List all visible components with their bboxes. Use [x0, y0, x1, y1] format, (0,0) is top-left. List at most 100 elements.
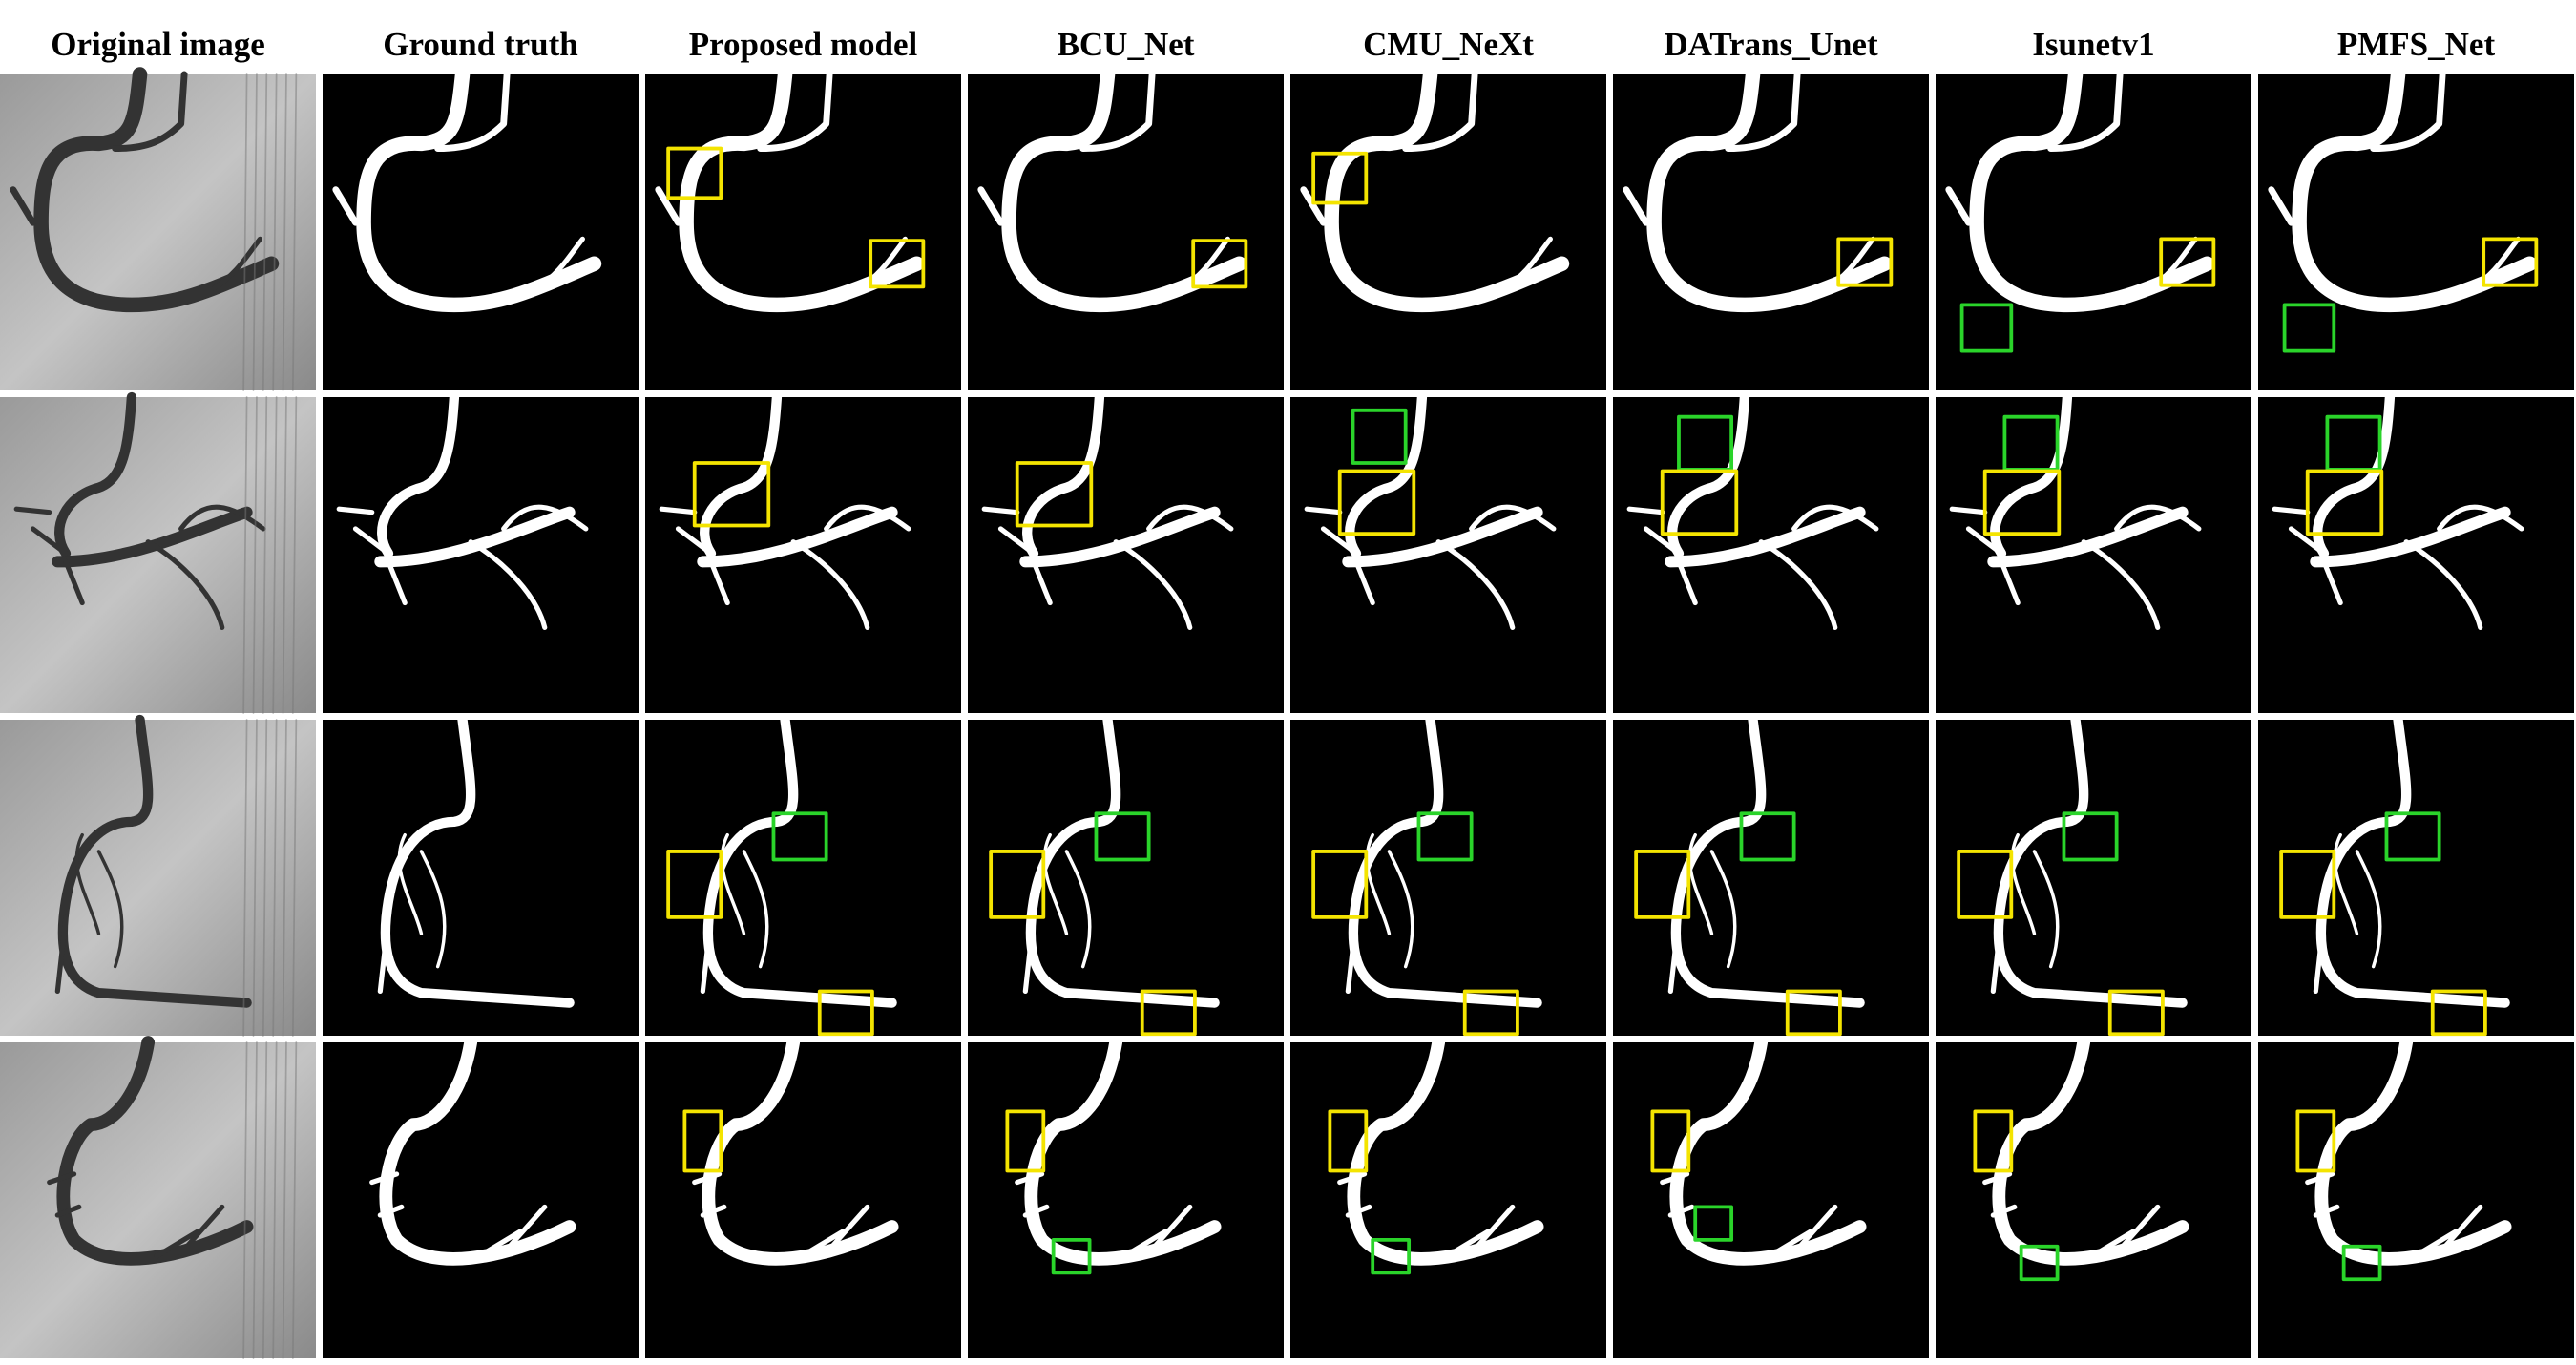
- highlight-box: [2482, 237, 2539, 287]
- vessel: [1709, 850, 1737, 969]
- highlight-box: [666, 146, 723, 200]
- vessels: [1957, 714, 2188, 1037]
- panel-background: [1613, 74, 1929, 390]
- panel-background: [2258, 397, 2574, 713]
- vessel: [1667, 391, 1750, 558]
- highlight-box: [1371, 1237, 1412, 1275]
- vessels: [54, 714, 298, 1037]
- panel-background: [1290, 397, 1606, 713]
- highlight-box: [1351, 408, 1408, 465]
- highlight-box: [1005, 1109, 1046, 1173]
- segmentation-mask: [1290, 67, 1606, 390]
- vessel: [397, 832, 424, 935]
- vessel: [1402, 71, 1478, 153]
- segmentation-mask: [323, 1036, 639, 1358]
- segmentation-mask: [2258, 714, 2574, 1037]
- panel-background: [968, 397, 1284, 713]
- angiogram-image: [0, 67, 316, 391]
- vessel: [13, 506, 85, 606]
- vessel: [1945, 186, 1972, 226]
- vessel: [1304, 506, 1375, 606]
- background-texture: [282, 74, 287, 391]
- vessel: [2147, 236, 2198, 291]
- segmentation-mask: [2258, 67, 2574, 390]
- background-texture: [252, 396, 258, 714]
- vessels: [666, 714, 897, 1037]
- background-texture: [262, 1041, 268, 1359]
- vessel: [419, 850, 447, 969]
- vessel: [211, 236, 262, 291]
- panel-background: [1936, 1042, 2251, 1358]
- background-texture: [262, 396, 268, 714]
- vessels: [682, 1036, 899, 1266]
- vessel: [1015, 1171, 1050, 1218]
- vessel: [1623, 186, 1649, 226]
- panel-background: [323, 720, 639, 1036]
- vessel: [1179, 236, 1230, 291]
- segmentation-mask: [968, 67, 1284, 390]
- vessel: [1025, 714, 1220, 1008]
- vessels: [977, 67, 1248, 313]
- highlight-box: [1328, 1109, 1369, 1173]
- vessel: [534, 236, 585, 291]
- vessels: [1311, 714, 1542, 1037]
- panel-background: [323, 397, 639, 713]
- highlight-box: [1051, 1237, 1092, 1275]
- panel-background: [2258, 720, 2574, 1036]
- vessel: [1982, 1171, 2018, 1218]
- vessels: [1005, 1036, 1222, 1275]
- vessels: [377, 714, 575, 1008]
- background-texture: [242, 719, 248, 1037]
- vessel: [742, 850, 769, 969]
- highlight-box: [1660, 469, 1739, 536]
- highlight-box: [1311, 850, 1369, 919]
- background-texture: [282, 719, 287, 1037]
- segmentation-mask: [968, 1036, 1284, 1358]
- vessel: [2032, 850, 2060, 969]
- vessels: [2268, 67, 2539, 353]
- vessel: [434, 71, 511, 153]
- vessel: [1079, 71, 1156, 153]
- vessel: [1387, 850, 1414, 969]
- panel-background: [1613, 397, 1929, 713]
- panel-background: [1936, 397, 2251, 713]
- vessel: [1348, 714, 1542, 1008]
- vessel: [468, 539, 548, 630]
- vessel: [501, 504, 589, 532]
- vessel: [1324, 67, 1570, 313]
- vessels: [659, 391, 911, 630]
- background-texture: [282, 396, 287, 714]
- panel-background: [645, 720, 961, 1036]
- vessels: [336, 391, 589, 630]
- background-texture: [252, 719, 258, 1037]
- segmentation-mask: [2258, 1036, 2574, 1358]
- vessel: [655, 186, 681, 226]
- highlight-box: [1094, 811, 1151, 862]
- vessel: [700, 391, 783, 558]
- vessels: [2295, 1036, 2512, 1282]
- panel-background: [968, 1042, 1284, 1358]
- background-texture: [242, 74, 248, 391]
- vessel: [981, 506, 1053, 606]
- vessels: [369, 1036, 576, 1266]
- highlight-box: [1957, 850, 2014, 919]
- vessel: [799, 1204, 870, 1259]
- vessel: [336, 506, 408, 606]
- angiogram-image: [0, 714, 316, 1037]
- vessel: [96, 850, 124, 969]
- background-texture: [252, 1041, 258, 1359]
- panel-background: [968, 74, 1284, 390]
- background-texture: [272, 719, 278, 1037]
- vessel: [178, 504, 266, 532]
- vessel: [145, 539, 225, 630]
- vessel: [476, 1204, 548, 1259]
- vessels: [47, 1036, 298, 1359]
- vessels: [981, 391, 1234, 630]
- segmentation-mask: [1290, 714, 1606, 1037]
- segmentation-mask: [968, 391, 1284, 713]
- vessel: [697, 506, 898, 568]
- vessel: [1993, 714, 2188, 1008]
- vessel: [52, 506, 253, 568]
- vessel: [1469, 504, 1557, 532]
- panel-background: [645, 397, 961, 713]
